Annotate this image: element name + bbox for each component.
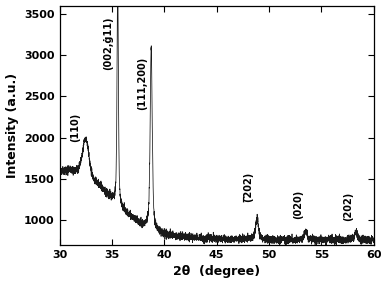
Y-axis label: Intensity (a.u.): Intensity (a.u.): [5, 73, 19, 178]
Text: (002,ġ11): (002,ġ11): [103, 16, 113, 70]
X-axis label: 2θ  (degree): 2θ (degree): [173, 266, 260, 278]
Text: (111,200): (111,200): [137, 56, 147, 110]
Text: (020): (020): [293, 190, 303, 220]
Text: (110): (110): [70, 112, 80, 142]
Text: (202): (202): [344, 192, 354, 221]
Text: (̅202): (̅202): [244, 173, 254, 202]
